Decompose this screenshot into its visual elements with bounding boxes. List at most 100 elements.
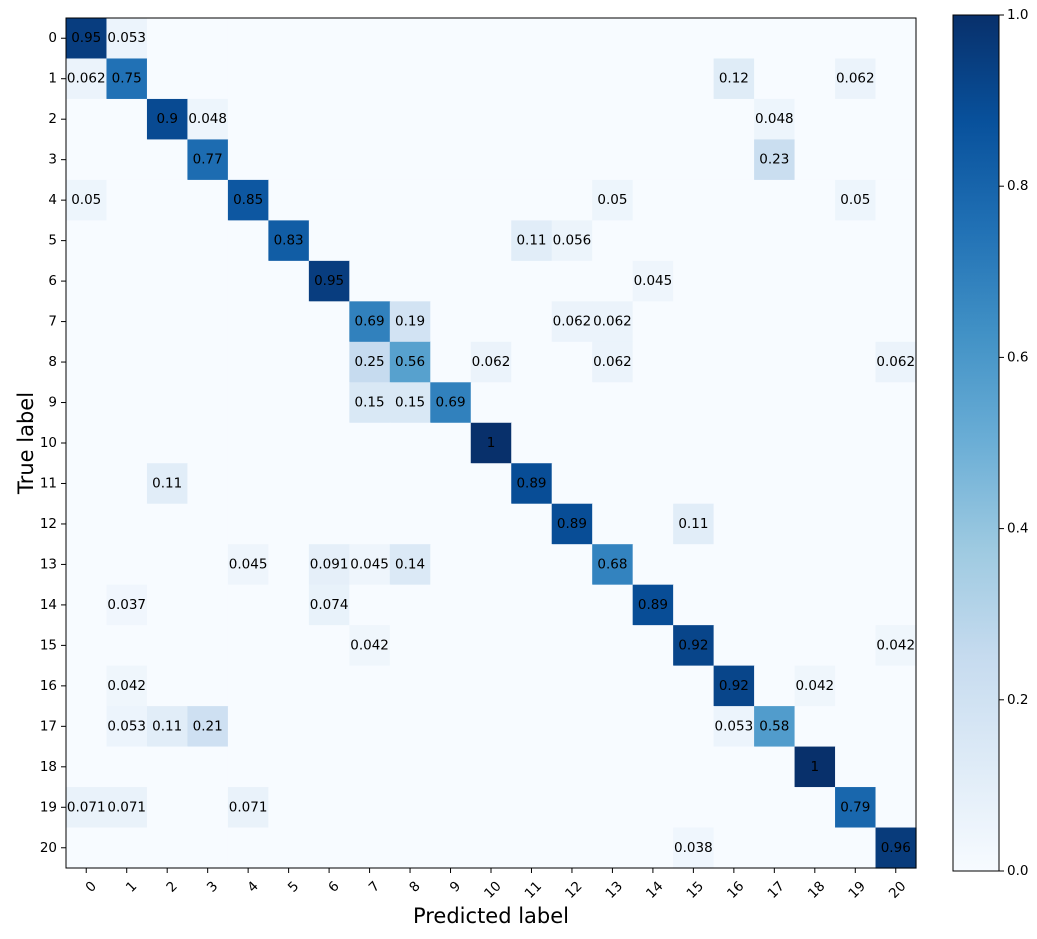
x-tick-label: 7 <box>366 878 383 895</box>
heatmap-cell <box>349 139 391 181</box>
heatmap-cell <box>754 260 796 302</box>
heatmap-cell <box>308 260 350 302</box>
heatmap-cell <box>227 260 269 302</box>
heatmap-cell <box>308 827 350 869</box>
heatmap-cell <box>470 584 512 626</box>
heatmap-cell <box>430 220 472 262</box>
y-tick-label: 14 <box>40 597 57 613</box>
heatmap-cell <box>673 341 715 383</box>
heatmap-cell <box>146 341 189 383</box>
heatmap-cell <box>227 220 269 262</box>
heatmap-cell <box>268 260 310 302</box>
heatmap-cell <box>187 18 229 60</box>
y-axis-label: True label <box>14 392 38 495</box>
heatmap-cell <box>511 382 553 424</box>
heatmap-cell <box>511 422 553 464</box>
y-tick-label: 19 <box>40 799 57 815</box>
heatmap-cell <box>430 179 472 221</box>
heatmap-cell <box>389 341 431 383</box>
heatmap-cell <box>632 787 674 829</box>
heatmap-cell <box>106 179 148 221</box>
heatmap-cell <box>146 220 189 262</box>
heatmap-cell <box>511 139 553 181</box>
heatmap-cell <box>754 463 796 505</box>
heatmap-cell <box>470 260 512 302</box>
heatmap-cell <box>794 746 836 788</box>
x-tick-label: 17 <box>764 878 787 901</box>
heatmap-cell <box>66 625 108 667</box>
heatmap-cell <box>389 625 431 667</box>
heatmap-cell <box>470 220 512 262</box>
heatmap-cell <box>146 301 189 343</box>
heatmap-cell <box>227 584 269 626</box>
heatmap-cell <box>227 301 269 343</box>
heatmap-cell <box>349 706 391 748</box>
heatmap-cell <box>875 422 917 464</box>
heatmap-cell <box>389 422 431 464</box>
heatmap-cell <box>430 58 472 100</box>
heatmap-cell <box>835 625 877 667</box>
heatmap-cell <box>875 139 917 181</box>
heatmap-cell <box>349 827 391 869</box>
heatmap-cell <box>308 18 350 60</box>
heatmap-cell <box>470 746 512 788</box>
heatmap-cell <box>66 382 108 424</box>
heatmap-cell <box>389 746 431 788</box>
heatmap-cell <box>551 18 593 60</box>
heatmap-cell <box>835 18 877 60</box>
heatmap-cell <box>146 584 189 626</box>
heatmap-cell <box>592 787 634 829</box>
heatmap-cell <box>430 139 472 181</box>
heatmap-cell <box>673 422 715 464</box>
heatmap-cell <box>430 746 472 788</box>
heatmap-cell <box>875 179 917 221</box>
cell-value-label: 0.056 <box>553 233 592 249</box>
colorbar-tick-label: 0.2 <box>1007 692 1028 708</box>
cell-value-label: 0.048 <box>188 111 227 127</box>
heatmap-cell <box>713 463 755 505</box>
heatmap-cell <box>713 422 755 464</box>
colorbar-tick-label: 0.8 <box>1007 178 1028 194</box>
cell-value-label: 0.68 <box>597 556 627 572</box>
heatmap-cell <box>470 706 512 748</box>
heatmap-cell <box>349 98 391 141</box>
heatmap-cell <box>835 584 877 626</box>
heatmap-cell <box>227 422 269 464</box>
heatmap-cell <box>592 301 634 343</box>
cell-value-label: 0.042 <box>795 678 834 694</box>
heatmap-cell <box>106 220 148 262</box>
heatmap-cell <box>470 301 512 343</box>
heatmap-cell <box>227 787 269 829</box>
heatmap-cell <box>106 301 148 343</box>
heatmap-cell <box>713 827 755 869</box>
heatmap-cell <box>227 746 269 788</box>
heatmap-cell <box>551 58 593 100</box>
heatmap-cell <box>66 787 108 829</box>
colorbar-tick-label: 1.0 <box>1007 7 1028 23</box>
heatmap-cell <box>470 787 512 829</box>
heatmap-cell <box>551 625 593 667</box>
heatmap-cell <box>551 220 593 262</box>
heatmap-cell <box>308 179 350 221</box>
heatmap-cell <box>673 139 715 181</box>
heatmap-cell <box>551 503 593 545</box>
heatmap-cell <box>713 746 755 788</box>
colorbar <box>952 14 1000 872</box>
heatmap-cell <box>349 422 391 464</box>
heatmap-cell <box>227 58 269 100</box>
heatmap-cell <box>713 179 755 221</box>
heatmap-cell <box>673 584 715 626</box>
y-tick-label: 13 <box>40 556 57 572</box>
heatmap-cell <box>592 422 634 464</box>
heatmap-cell <box>794 544 836 586</box>
heatmap-cell <box>106 544 148 586</box>
heatmap-cell <box>349 382 391 424</box>
cell-value-label: 0.05 <box>71 192 101 208</box>
heatmap-cell <box>551 463 593 505</box>
y-tick-label: 12 <box>40 516 57 532</box>
heatmap-cell <box>268 746 310 788</box>
heatmap-cell <box>875 787 917 829</box>
heatmap-cell <box>308 463 350 505</box>
x-tick-label: 20 <box>886 878 909 901</box>
heatmap-cell <box>349 625 391 667</box>
